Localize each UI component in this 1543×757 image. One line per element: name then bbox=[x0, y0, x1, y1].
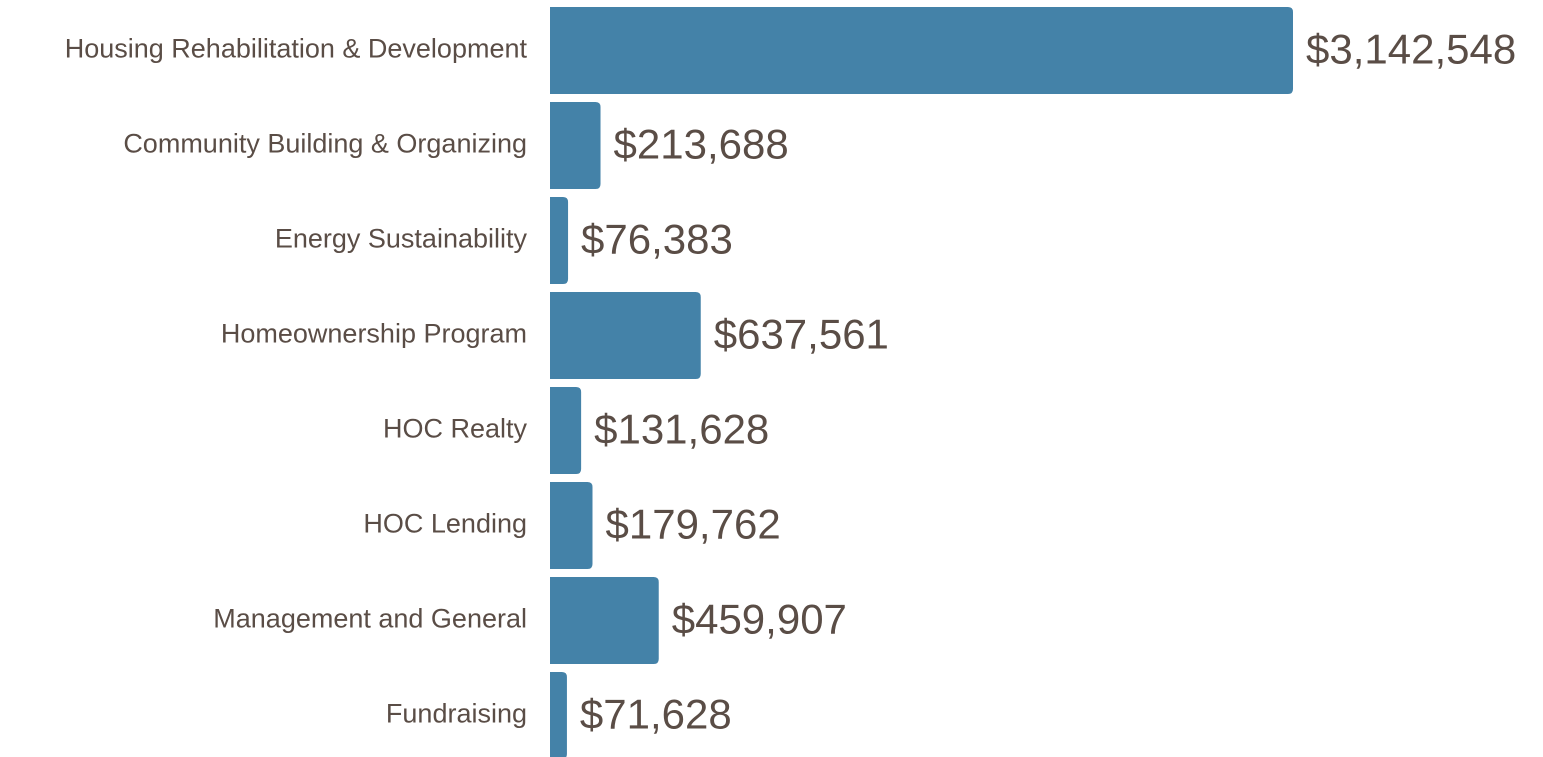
bar bbox=[550, 7, 1293, 94]
bar bbox=[550, 577, 659, 664]
category-label: HOC Realty bbox=[383, 414, 528, 444]
value-label: $76,383 bbox=[581, 216, 733, 263]
value-label: $179,762 bbox=[606, 501, 781, 548]
bar bbox=[550, 672, 567, 757]
category-label: Management and General bbox=[213, 604, 527, 634]
category-label: Homeownership Program bbox=[221, 319, 527, 349]
bar bbox=[550, 482, 593, 569]
category-label: Housing Rehabilitation & Development bbox=[65, 34, 528, 64]
bar bbox=[550, 102, 601, 189]
category-label: Fundraising bbox=[386, 699, 527, 729]
category-label: Community Building & Organizing bbox=[123, 129, 527, 159]
category-label: Energy Sustainability bbox=[275, 224, 528, 254]
value-label: $459,907 bbox=[672, 596, 847, 643]
bar bbox=[550, 197, 569, 284]
value-label: $131,628 bbox=[594, 406, 769, 453]
value-label: $213,688 bbox=[614, 121, 789, 168]
bar bbox=[550, 387, 582, 474]
category-label: HOC Lending bbox=[363, 509, 527, 539]
value-label: $71,628 bbox=[580, 691, 732, 738]
value-label: $637,561 bbox=[714, 311, 889, 358]
value-label: $3,142,548 bbox=[1306, 26, 1516, 73]
bar bbox=[550, 292, 701, 379]
